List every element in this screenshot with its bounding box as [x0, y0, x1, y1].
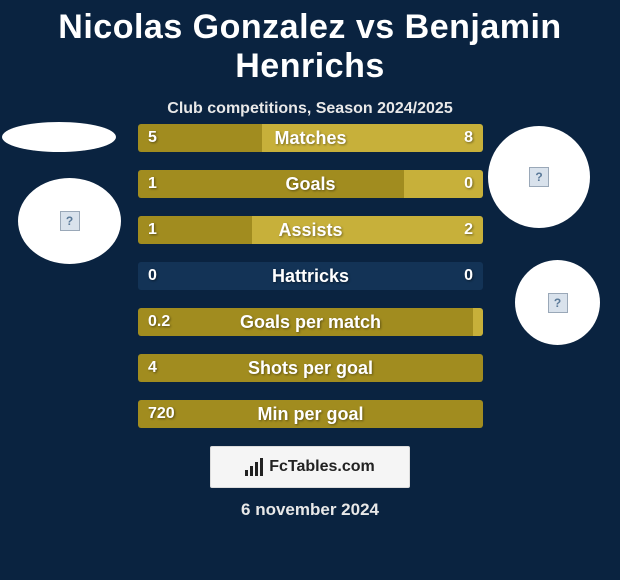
stat-label: Min per goal — [138, 400, 483, 428]
stat-row: Shots per goal4 — [138, 354, 483, 382]
bar-chart-icon — [245, 458, 263, 476]
image-placeholder-icon: ? — [529, 167, 549, 187]
stat-value-left: 720 — [148, 400, 175, 428]
stat-value-right: 0 — [464, 262, 473, 290]
player1-club-logo: ? — [18, 178, 121, 264]
stat-value-left: 4 — [148, 354, 157, 382]
page-subtitle: Club competitions, Season 2024/2025 — [0, 100, 620, 118]
stat-row: Goals1 0 — [138, 170, 483, 198]
stat-label: Goals — [138, 170, 483, 198]
footer-date: 6 november 2024 — [0, 500, 620, 520]
stat-value-left: 1 — [148, 170, 157, 198]
stat-label: Shots per goal — [138, 354, 483, 382]
player1-photo — [2, 122, 116, 152]
stat-row: Goals per match0.2 — [138, 308, 483, 336]
stat-label: Matches — [138, 124, 483, 152]
stat-value-right: 2 — [464, 216, 473, 244]
stat-value-left: 1 — [148, 216, 157, 244]
image-placeholder-icon: ? — [60, 211, 80, 231]
stat-row: Assists1 2 — [138, 216, 483, 244]
stat-label: Assists — [138, 216, 483, 244]
stat-value-left: 0 — [148, 262, 157, 290]
stat-value-left: 0.2 — [148, 308, 170, 336]
stat-row: Hattricks0 0 — [138, 262, 483, 290]
stat-row: Matches5 8 — [138, 124, 483, 152]
player2-club-logo: ? — [515, 260, 600, 345]
stat-value-right: 0 — [464, 170, 473, 198]
stat-value-right: 8 — [464, 124, 473, 152]
player2-photo: ? — [488, 126, 590, 228]
stat-value-left: 5 — [148, 124, 157, 152]
stat-label: Goals per match — [138, 308, 483, 336]
stat-row: Min per goal720 — [138, 400, 483, 428]
comparison-stats: Matches58Goals10Assists12Hattricks00Goal… — [138, 124, 483, 446]
brand-text: FcTables.com — [269, 458, 375, 476]
stat-label: Hattricks — [138, 262, 483, 290]
page-title: Nicolas Gonzalez vs Benjamin Henrichs — [0, 0, 620, 86]
brand-logo: FcTables.com — [210, 446, 410, 488]
image-placeholder-icon: ? — [548, 293, 568, 313]
